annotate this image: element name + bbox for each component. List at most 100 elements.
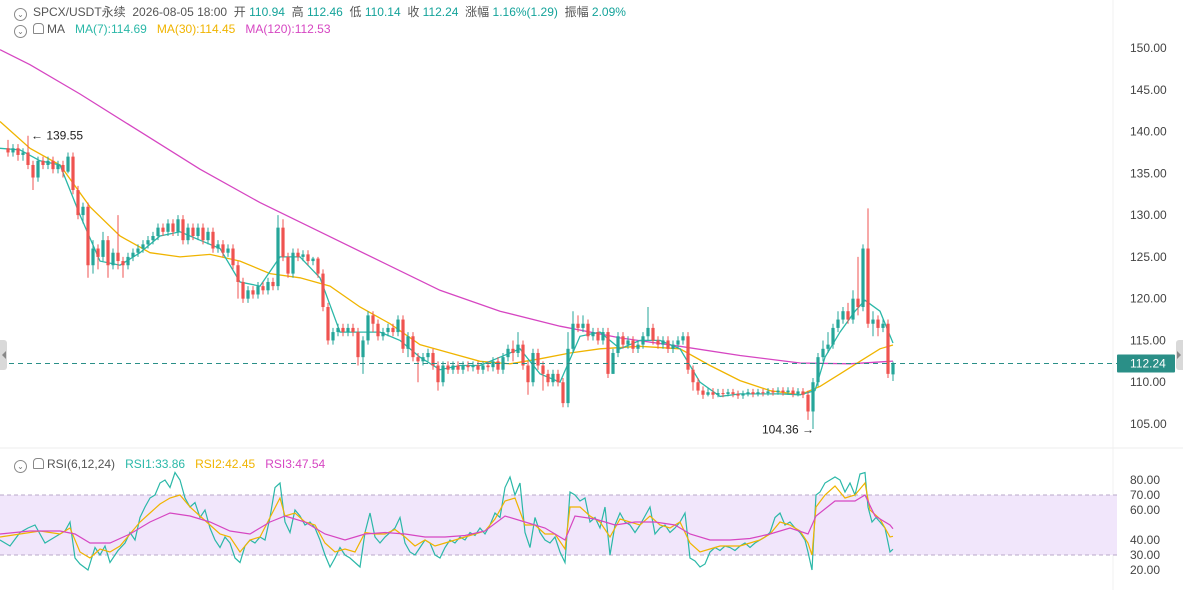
candle-body <box>311 258 315 262</box>
candle-body <box>6 148 10 153</box>
candle-body <box>746 392 750 394</box>
alert-bell-icon[interactable] <box>33 23 44 34</box>
candle-body <box>81 206 85 216</box>
price-tick-label: 105.00 <box>1130 417 1167 431</box>
rsi1-legend: RSI1:33.86 <box>125 457 186 471</box>
candle-body <box>791 390 795 394</box>
ma30-line <box>0 121 894 396</box>
candle-body <box>601 332 605 341</box>
candle-body <box>196 227 200 236</box>
rsi-tick-label: 30.00 <box>1130 548 1160 562</box>
candle-body <box>866 248 870 324</box>
candle-body <box>346 327 350 333</box>
price-tick-label: 145.00 <box>1130 83 1167 97</box>
ma7-legend: MA(7):114.69 <box>75 22 147 36</box>
candle-body <box>166 223 170 232</box>
collapse-chevron-icon[interactable]: ⌄ <box>14 8 27 21</box>
collapse-chevron-icon[interactable]: ⌄ <box>14 25 27 38</box>
candle-body <box>881 323 885 328</box>
candle-body <box>411 336 415 358</box>
candle-body <box>36 160 40 178</box>
candle-body <box>516 344 520 353</box>
candle-body <box>51 160 55 170</box>
candle-body <box>156 227 160 236</box>
candle-body <box>216 244 220 249</box>
candle-body <box>741 393 745 396</box>
candle-body <box>501 357 505 370</box>
candle-body <box>381 332 385 337</box>
candle-body <box>256 286 260 295</box>
candle-body <box>116 252 120 262</box>
candle-body <box>861 248 865 308</box>
candle-body <box>401 319 405 349</box>
ma120-legend: MA(120):112.53 <box>245 22 331 36</box>
candle-body <box>621 336 625 345</box>
candle-body <box>576 323 580 328</box>
candle-body <box>451 365 455 370</box>
scroll-right-handle[interactable] <box>1176 340 1183 370</box>
candle-body <box>366 315 370 341</box>
candle-body <box>561 382 565 404</box>
low-label: 低 <box>349 5 362 19</box>
candle-body <box>436 365 440 383</box>
candle-body <box>111 252 115 266</box>
high-label: 高 <box>291 5 304 19</box>
candle-body <box>386 327 390 333</box>
price-tick-label: 140.00 <box>1130 125 1167 139</box>
price-tick-label: 115.00 <box>1130 333 1166 347</box>
scroll-left-handle[interactable] <box>0 340 7 370</box>
candle-body <box>221 244 225 253</box>
candle-body <box>656 340 660 345</box>
rsi-legend: ⌄ RSI(6,12,24) RSI1:33.86 RSI2:42.45 RSI3… <box>14 457 325 473</box>
rsi2-legend: RSI2:42.45 <box>195 457 256 471</box>
collapse-chevron-icon[interactable]: ⌄ <box>14 460 27 473</box>
datetime-label: 2026-08-05 18:00 <box>132 5 228 19</box>
candle-body <box>786 390 790 393</box>
candle-body <box>141 244 145 249</box>
candle-body <box>291 252 295 274</box>
candle-body <box>391 327 395 333</box>
candle-body <box>596 332 600 341</box>
change-label: 涨幅 <box>465 5 490 19</box>
candle-body <box>446 365 450 370</box>
candle-body <box>536 352 540 366</box>
alert-bell-icon[interactable] <box>33 458 44 469</box>
candle-body <box>556 373 560 383</box>
candle-body <box>11 148 15 153</box>
candle-body <box>636 344 640 349</box>
candle-body <box>476 365 480 370</box>
high-marker-label: ← 139.55 <box>31 128 83 142</box>
candle-body <box>726 392 730 394</box>
ma120-line <box>0 49 894 365</box>
candle-body <box>171 223 175 232</box>
candle-body <box>151 236 155 241</box>
candle-body <box>586 323 590 337</box>
candle-body <box>751 392 755 394</box>
candle-body <box>461 365 465 370</box>
candle-body <box>821 348 825 358</box>
candle-body <box>246 290 250 299</box>
candle-body <box>236 265 240 282</box>
candle-body <box>341 327 345 333</box>
candle-body <box>406 336 410 349</box>
candle-body <box>41 160 45 165</box>
candle-body <box>101 240 105 257</box>
candle-body <box>361 340 365 358</box>
candle-body <box>721 393 725 395</box>
candle-body <box>631 340 635 349</box>
candle-body <box>826 344 830 349</box>
candle-body <box>591 332 595 337</box>
symbol-label: SPCX/USDT永续 <box>33 5 126 19</box>
candle-body <box>61 164 65 172</box>
candle-body <box>416 357 420 362</box>
candle-body <box>641 336 645 345</box>
price-tick-label: 135.00 <box>1130 166 1167 180</box>
candle-body <box>356 332 360 358</box>
candle-body <box>321 273 325 308</box>
open-value: 110.94 <box>249 5 285 19</box>
candle-body <box>766 391 770 394</box>
candle-body <box>21 152 25 155</box>
amplitude-value: 2.09% <box>591 5 626 19</box>
low-value: 110.14 <box>364 5 401 19</box>
